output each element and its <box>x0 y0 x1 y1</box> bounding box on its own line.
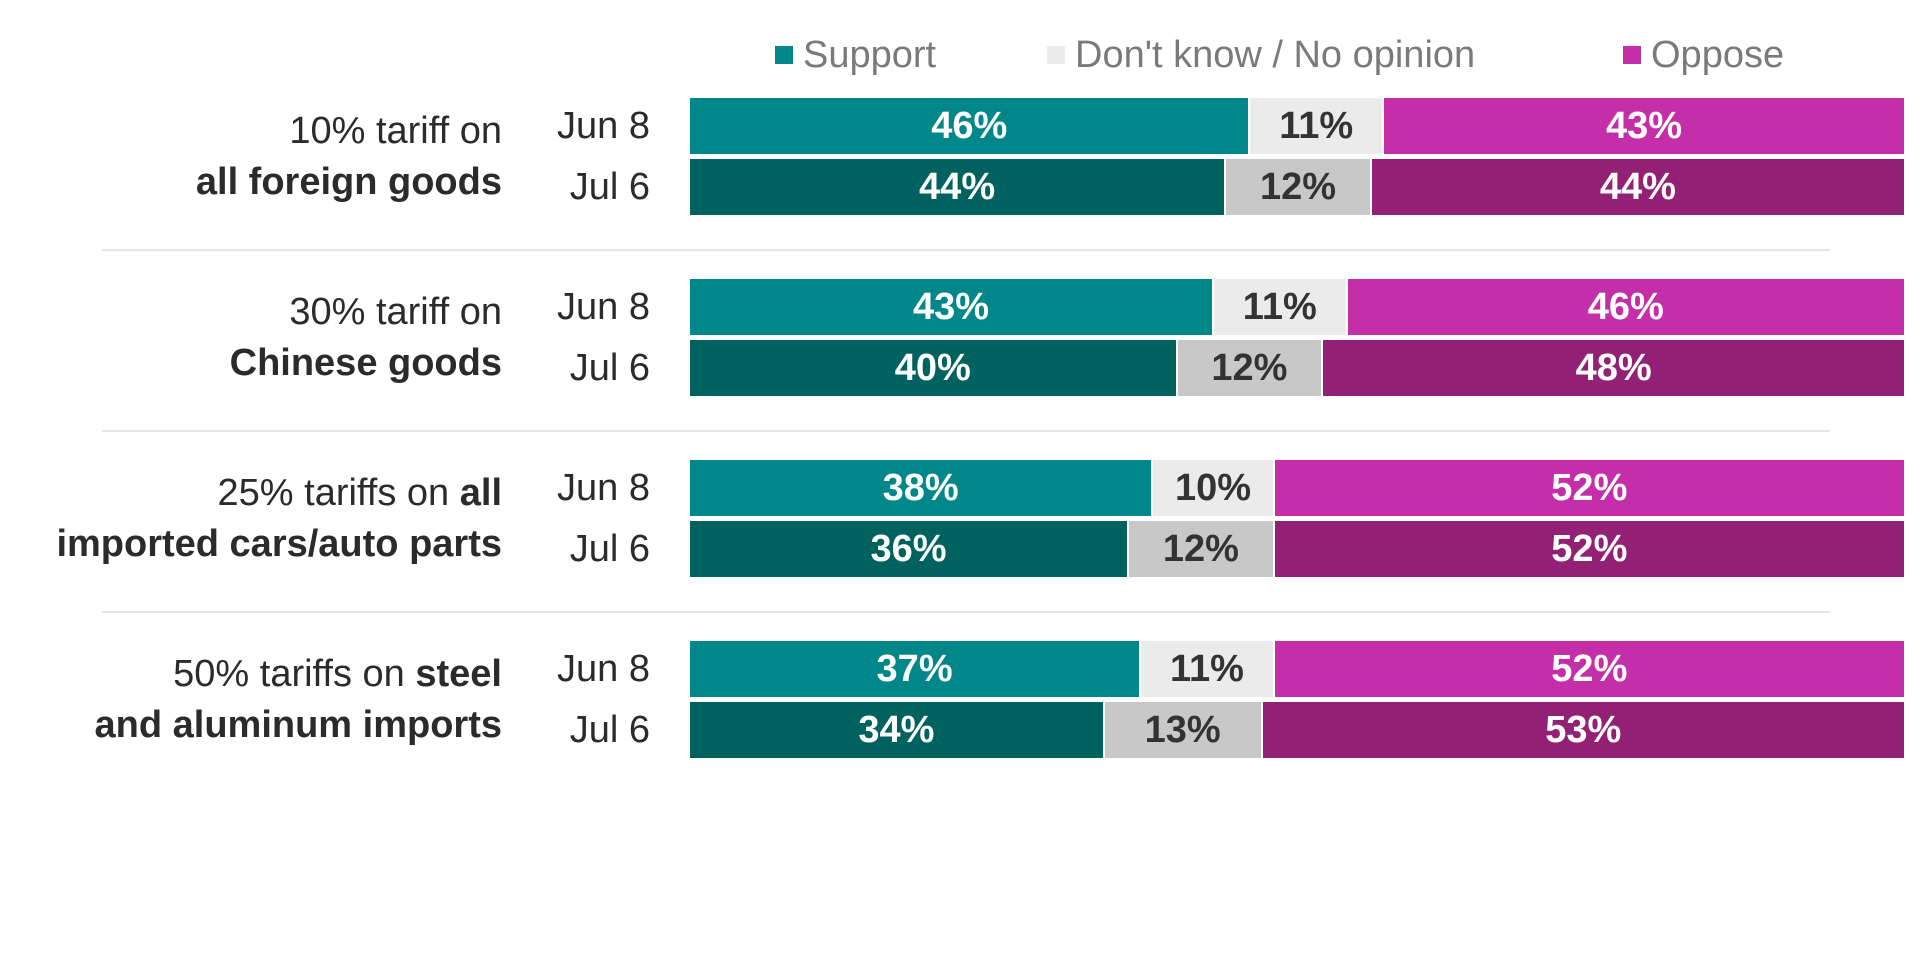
group-label-line-1: 10% tariff on <box>2 106 502 157</box>
period-label: Jun 8 <box>557 285 650 328</box>
legend-label-support: Support <box>803 33 937 76</box>
bar-segment-support: 43% <box>690 279 1213 335</box>
legend-label-oppose: Oppose <box>1651 33 1785 76</box>
group-label-emphasis: steel <box>415 652 502 695</box>
legend-item-dont-know: Don't know / No opinion <box>1047 30 1475 80</box>
data-label: 11% <box>1242 285 1317 328</box>
data-label: 13% <box>1144 708 1221 751</box>
group-label-text: 10% tariff on <box>289 109 502 152</box>
bar-segment-oppose: 48% <box>1321 340 1904 396</box>
data-label: 43% <box>912 285 990 328</box>
data-label: 12% <box>1211 346 1288 389</box>
bar-segment-support: 34% <box>690 702 1103 758</box>
period-label: Jun 8 <box>557 104 650 147</box>
data-label: 44% <box>1599 165 1676 208</box>
bar-row: 34% 13% 53% <box>690 702 1904 758</box>
bar-row: 37% 11% 52% <box>690 641 1904 697</box>
group-divider <box>102 249 1830 251</box>
legend-swatch-dont-know <box>1047 46 1065 64</box>
bar-segment-oppose: 44% <box>1369 159 1904 215</box>
bar-segment-support: 40% <box>690 340 1176 396</box>
data-label: 12% <box>1162 527 1239 570</box>
bar-row: 43% 11% 46% <box>690 279 1904 335</box>
group-label-emphasis: all foreign goods <box>195 160 502 203</box>
bar-segment-oppose: 52% <box>1272 521 1904 577</box>
data-label: 53% <box>1545 708 1622 751</box>
bar-segment-oppose: 43% <box>1381 98 1904 154</box>
bar-segment-support: 38% <box>690 460 1152 516</box>
bar-segment-dont-know: 12% <box>1224 159 1370 215</box>
data-label: 52% <box>1551 527 1628 570</box>
bar-row: 38% 10% 52% <box>690 460 1904 516</box>
bar-segment-dont-know: 12% <box>1175 340 1322 396</box>
bar-segment-oppose: 53% <box>1260 702 1904 758</box>
group-label-text: 50% tariffs on <box>173 652 416 695</box>
period-label: Jul 6 <box>569 708 650 751</box>
bar-segment-dont-know: 11% <box>1139 641 1273 697</box>
group-label: 25% tariffs on all imported cars/auto par… <box>2 468 502 570</box>
data-label: 46% <box>931 104 1008 147</box>
data-label: 12% <box>1259 165 1337 208</box>
legend-swatch-support <box>775 46 793 64</box>
data-label: 46% <box>1587 285 1664 328</box>
data-label: 44% <box>919 165 996 208</box>
bar-segment-dont-know: 11% <box>1248 98 1382 154</box>
period-label: Jun 8 <box>557 647 650 690</box>
group-label-line-2: and aluminum imports <box>2 700 502 751</box>
bar-segment-dont-know: 11% <box>1212 279 1346 335</box>
bar-segment-oppose: 46% <box>1345 279 1904 335</box>
bar-segment-support: 44% <box>690 159 1225 215</box>
bar-segment-support: 37% <box>690 641 1140 697</box>
data-label: 43% <box>1605 104 1682 147</box>
bar-row: 44% 12% 44% <box>690 159 1904 215</box>
data-label: 11% <box>1279 104 1354 147</box>
group-divider <box>102 611 1830 613</box>
data-label: 36% <box>870 527 947 570</box>
bar-row: 40% 12% 48% <box>690 340 1904 396</box>
group-label-emphasis: Chinese goods <box>229 341 502 384</box>
group-label: 30% tariff on Chinese goods <box>2 287 502 389</box>
group-label-line-2: Chinese goods <box>2 338 502 389</box>
legend-item-support: Support <box>775 30 936 80</box>
bar-segment-dont-know: 13% <box>1102 702 1261 758</box>
bar-segment-dont-know: 12% <box>1127 521 1273 577</box>
bar-row: 46% 11% 43% <box>690 98 1904 154</box>
data-label: 11% <box>1169 647 1244 690</box>
bar-segment-dont-know: 10% <box>1151 460 1273 516</box>
bar-segment-oppose: 52% <box>1272 641 1904 697</box>
group-label-emphasis: and aluminum imports <box>94 703 502 746</box>
group-label-line-1: 50% tariffs on steel <box>2 649 502 700</box>
group-label-line-2: all foreign goods <box>2 157 502 208</box>
period-label: Jun 8 <box>557 466 650 509</box>
group-label-text: 30% tariff on <box>289 290 502 333</box>
group-label-emphasis: imported cars/auto parts <box>56 522 502 565</box>
group-label-line-1: 25% tariffs on all <box>2 468 502 519</box>
data-label: 40% <box>894 346 971 389</box>
data-label: 38% <box>882 466 959 509</box>
bar-segment-support: 36% <box>690 521 1128 577</box>
data-label: 52% <box>1551 466 1628 509</box>
data-label: 34% <box>858 708 935 751</box>
legend-item-oppose: Oppose <box>1623 30 1784 80</box>
period-label: Jul 6 <box>569 346 650 389</box>
period-label: Jul 6 <box>569 527 650 570</box>
data-label: 48% <box>1575 346 1652 389</box>
bar-segment-oppose: 52% <box>1272 460 1904 516</box>
bar-row: 36% 12% 52% <box>690 521 1904 577</box>
group-label: 50% tariffs on steel and aluminum imports <box>2 649 502 751</box>
group-label-line-1: 30% tariff on <box>2 287 502 338</box>
data-label: 52% <box>1551 647 1628 690</box>
period-label: Jul 6 <box>569 165 650 208</box>
bar-segment-support: 46% <box>690 98 1249 154</box>
group-label-text: 25% tariffs on <box>217 471 460 514</box>
group-divider <box>102 430 1830 432</box>
group-label: 10% tariff on all foreign goods <box>2 106 502 208</box>
group-label-emphasis: all <box>459 471 502 514</box>
data-label: 37% <box>876 647 953 690</box>
legend-swatch-oppose <box>1623 46 1641 64</box>
group-label-line-2: imported cars/auto parts <box>2 519 502 570</box>
legend-label-dont-know: Don't know / No opinion <box>1075 33 1476 76</box>
data-label: 10% <box>1174 466 1252 509</box>
